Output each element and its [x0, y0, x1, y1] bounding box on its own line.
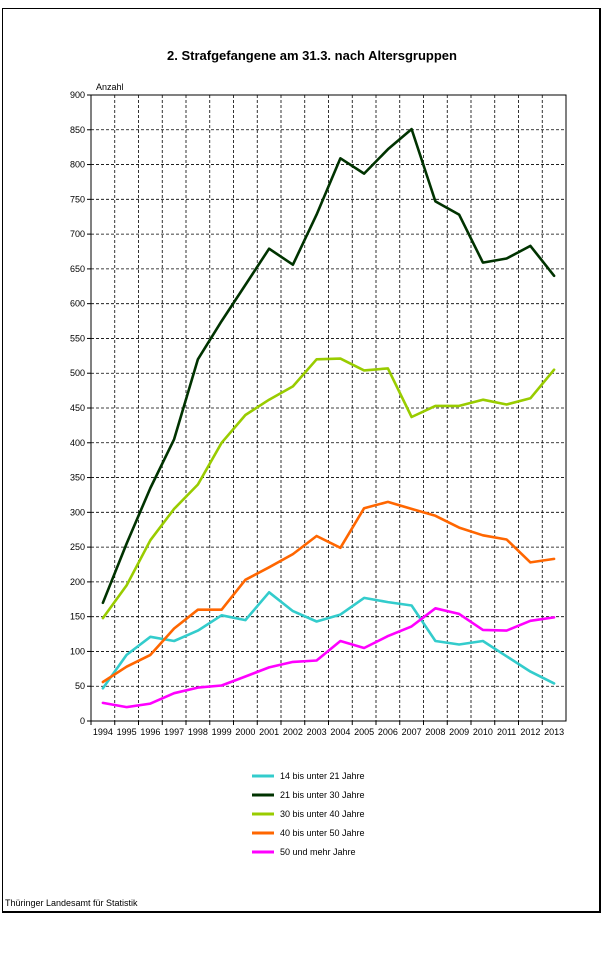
legend-label: 14 bis unter 21 Jahre: [280, 771, 365, 781]
y-tick-label: 900: [70, 90, 85, 100]
y-tick-label: 850: [70, 125, 85, 135]
y-tick-label: 0: [80, 716, 85, 726]
axes: 0 50 100 150 200 250 300 350 400 450 500 550 600 650 7…: [70, 90, 564, 737]
x-tick-label: 1995: [117, 727, 137, 737]
series-line-4: [101, 500, 556, 684]
x-tick-label: 2007: [402, 727, 422, 737]
y-tick-label: 650: [70, 264, 85, 274]
x-tick-label: 1997: [164, 727, 184, 737]
legend: 14 bis unter 21 Jahre 21 bis unter 30 Jah…: [252, 771, 365, 857]
x-tick-label: 2002: [283, 727, 303, 737]
x-tick-label: 1996: [140, 727, 160, 737]
y-axis-label: Anzahl: [96, 82, 124, 92]
legend-label: 30 bis unter 40 Jahre: [280, 809, 365, 819]
legend-label: 21 bis unter 30 Jahre: [280, 790, 365, 800]
x-tick-label: 2010: [473, 727, 493, 737]
y-tick-label: 550: [70, 333, 85, 343]
x-tick-label: 2006: [378, 727, 398, 737]
y-tick-label: 700: [70, 229, 85, 239]
y-tick-label: 50: [75, 681, 85, 691]
y-tick-label: 150: [70, 612, 85, 622]
chart-frame: [2, 8, 601, 913]
legend-label: 40 bis unter 50 Jahre: [280, 828, 365, 838]
x-tick-label: 2004: [330, 727, 350, 737]
y-tick-label: 600: [70, 299, 85, 309]
series-line-1: [101, 590, 556, 690]
x-tick-label: 1994: [93, 727, 113, 737]
x-tick-label: 2009: [449, 727, 469, 737]
y-tick-label: 350: [70, 473, 85, 483]
x-tick-label: 2011: [497, 727, 516, 737]
series-line-2: [101, 127, 556, 605]
y-tick-label: 300: [70, 507, 85, 517]
y-tick-label: 500: [70, 368, 85, 378]
y-tick-label: 400: [70, 438, 85, 448]
y-tick-label: 100: [70, 646, 85, 656]
x-tick-label: 2013: [544, 727, 564, 737]
x-tick-label: 1998: [188, 727, 208, 737]
series-lines: [101, 127, 556, 709]
source-note: Thüringer Landesamt für Statistik: [5, 898, 138, 908]
y-tick-label: 800: [70, 160, 85, 170]
y-tick-label: 250: [70, 542, 85, 552]
x-tick-label: 2000: [235, 727, 255, 737]
x-tick-label: 2005: [354, 727, 374, 737]
chart-title: 2. Strafgefangene am 31.3. nach Altersgr…: [167, 48, 457, 63]
x-tick-label: 2008: [425, 727, 445, 737]
legend-label: 50 und mehr Jahre: [280, 847, 356, 857]
x-tick-label: 2003: [307, 727, 327, 737]
y-tick-label: 450: [70, 403, 85, 413]
x-tick-label: 1999: [212, 727, 232, 737]
y-tick-label: 750: [70, 194, 85, 204]
series-line-5: [101, 606, 556, 709]
y-tick-label: 200: [70, 577, 85, 587]
grid: [90, 94, 567, 722]
series-line-3: [101, 357, 556, 620]
x-tick-label: 2001: [259, 727, 279, 737]
x-tick-label: 2012: [520, 727, 540, 737]
